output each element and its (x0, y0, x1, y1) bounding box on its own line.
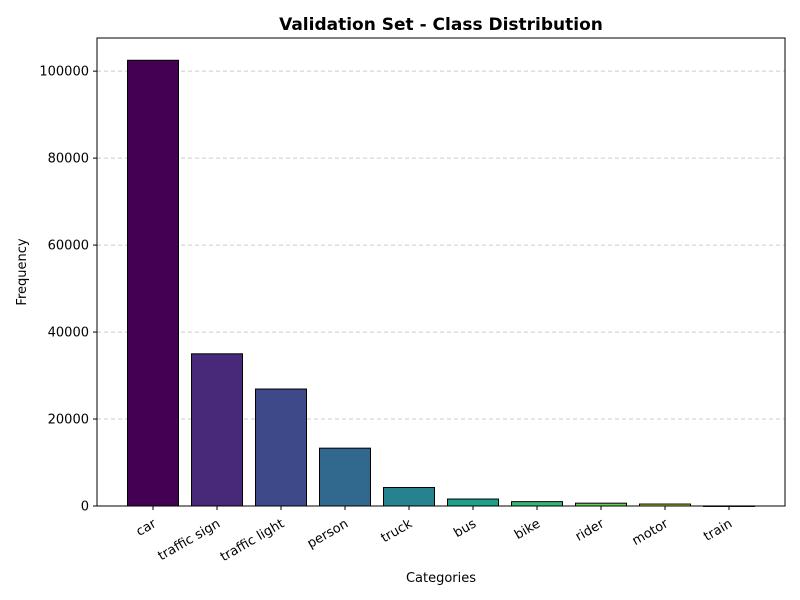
y-tick-label: 20000 (48, 413, 89, 428)
x-tick-label: motor (630, 516, 672, 549)
x-tick-label: train (701, 516, 735, 544)
bar-bus (447, 498, 499, 507)
chart-title: Validation Set - Class Distribution (279, 15, 603, 35)
bar-traffic-light (255, 388, 307, 507)
bar-car (127, 59, 179, 507)
x-tick-label: bike (512, 516, 543, 542)
bar-bike (511, 501, 563, 507)
y-tick-label: 60000 (48, 239, 89, 254)
plot-frame (96, 37, 786, 507)
x-tick-label: person (305, 516, 351, 551)
bar-truck (383, 487, 435, 507)
bar-person (319, 447, 371, 507)
x-tick-label: rider (573, 516, 608, 545)
x-tick-label: bus (451, 516, 479, 541)
y-axis-label: Frequency (15, 238, 30, 305)
y-tick-label: 100000 (39, 65, 89, 80)
x-tick-label: traffic light (218, 516, 287, 565)
x-tick-label: truck (379, 516, 416, 546)
x-tick-label: traffic sign (156, 516, 223, 564)
bars (127, 59, 755, 507)
x-tick-label: car (134, 516, 160, 540)
y-tick-label: 80000 (48, 152, 89, 167)
x-axis-label: Categories (406, 571, 476, 586)
y-tick-label: 0 (81, 500, 89, 515)
y-tick-label: 40000 (48, 326, 89, 341)
y-axis-ticks: 0 20000 40000 60000 80000 100000 (39, 65, 97, 515)
bar-traffic-sign (191, 353, 243, 507)
